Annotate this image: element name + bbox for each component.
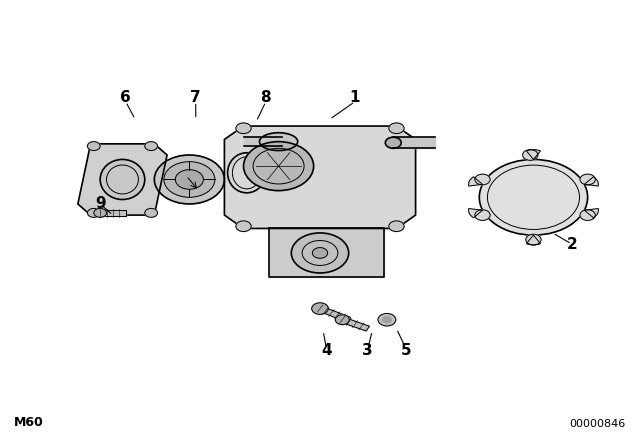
Text: M60: M60: [14, 416, 44, 429]
Text: 9: 9: [95, 197, 106, 211]
Circle shape: [335, 315, 349, 325]
Circle shape: [154, 155, 225, 204]
Text: 6: 6: [120, 90, 131, 105]
Text: 2: 2: [566, 237, 577, 251]
Circle shape: [88, 208, 100, 217]
Circle shape: [236, 123, 251, 134]
Text: 3: 3: [362, 343, 373, 358]
Circle shape: [312, 303, 328, 314]
Circle shape: [312, 248, 328, 258]
Circle shape: [175, 170, 204, 189]
Text: 8: 8: [260, 90, 271, 105]
Polygon shape: [269, 228, 384, 277]
Ellipse shape: [385, 137, 401, 148]
Text: 7: 7: [191, 90, 201, 105]
Circle shape: [389, 123, 404, 134]
Polygon shape: [394, 137, 435, 148]
Wedge shape: [468, 177, 483, 186]
Circle shape: [88, 142, 100, 151]
Polygon shape: [78, 144, 167, 215]
Wedge shape: [584, 208, 598, 218]
Text: 1: 1: [350, 90, 360, 105]
Circle shape: [291, 233, 349, 273]
Circle shape: [523, 150, 538, 160]
Circle shape: [475, 174, 490, 185]
Text: 00000846: 00000846: [570, 419, 626, 429]
Circle shape: [145, 208, 157, 217]
Circle shape: [94, 208, 106, 217]
Circle shape: [389, 221, 404, 232]
Circle shape: [580, 174, 595, 185]
Text: 4: 4: [321, 343, 332, 358]
Ellipse shape: [100, 159, 145, 199]
Circle shape: [475, 210, 490, 220]
Circle shape: [378, 314, 396, 326]
Wedge shape: [468, 208, 483, 218]
Circle shape: [164, 162, 215, 197]
Circle shape: [580, 210, 595, 220]
Ellipse shape: [228, 153, 266, 193]
Text: 5: 5: [401, 343, 412, 358]
Circle shape: [479, 159, 588, 235]
Circle shape: [383, 317, 392, 323]
Wedge shape: [527, 235, 540, 245]
Polygon shape: [100, 210, 125, 215]
Wedge shape: [584, 177, 598, 186]
Circle shape: [145, 142, 157, 151]
Polygon shape: [225, 126, 415, 228]
Polygon shape: [340, 317, 369, 331]
Polygon shape: [244, 137, 282, 146]
Circle shape: [244, 142, 314, 190]
Wedge shape: [527, 150, 540, 159]
Circle shape: [236, 221, 251, 232]
Circle shape: [526, 234, 541, 245]
Polygon shape: [318, 306, 351, 322]
Ellipse shape: [259, 133, 298, 151]
